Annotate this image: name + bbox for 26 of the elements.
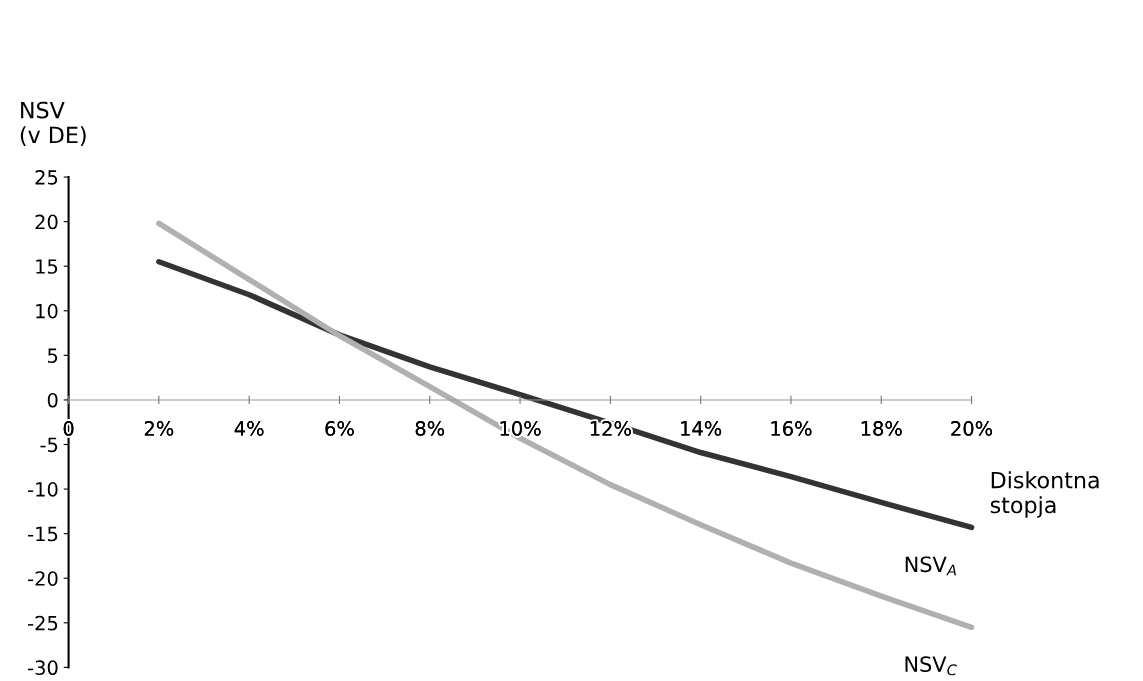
x-tick-label: 12% (590, 421, 631, 436)
x-tick-label: 2% (144, 421, 174, 436)
y-tick-label: -10 (28, 482, 58, 497)
y-tick-label: -30 (28, 660, 58, 676)
y-tick-label: 0 (47, 392, 58, 408)
x-axis-title: Diskontna stopja (990, 471, 1099, 518)
x-tick-label: 16% (771, 421, 812, 436)
y-axis-title: NSV (v DE) (20, 101, 86, 146)
x-tick-label: 8% (415, 421, 445, 436)
x-tick-label: 10% (500, 421, 541, 436)
y-tick-label: -20 (28, 571, 58, 586)
y-tick-label: 15 (36, 259, 58, 274)
y-tick-label: 20 (35, 214, 58, 230)
y-tick-label: -15 (28, 526, 58, 542)
x-tick-label: 18% (861, 421, 902, 436)
y-tick-label: -5 (40, 437, 58, 453)
series-label: NSV$_{C}$ (905, 656, 957, 676)
y-tick-label: 10 (36, 303, 58, 319)
y-tick-label: 5 (47, 348, 58, 364)
x-tick-label: 4% (234, 421, 264, 436)
x-tick-label: 14% (681, 421, 722, 436)
y-tick-label: 25 (35, 170, 58, 185)
y-tick-label: -25 (28, 615, 58, 631)
x-tick-label: 20% (951, 421, 993, 436)
series-label: NSV$_{A}$ (905, 556, 956, 576)
x-tick-label: 6% (325, 421, 354, 436)
